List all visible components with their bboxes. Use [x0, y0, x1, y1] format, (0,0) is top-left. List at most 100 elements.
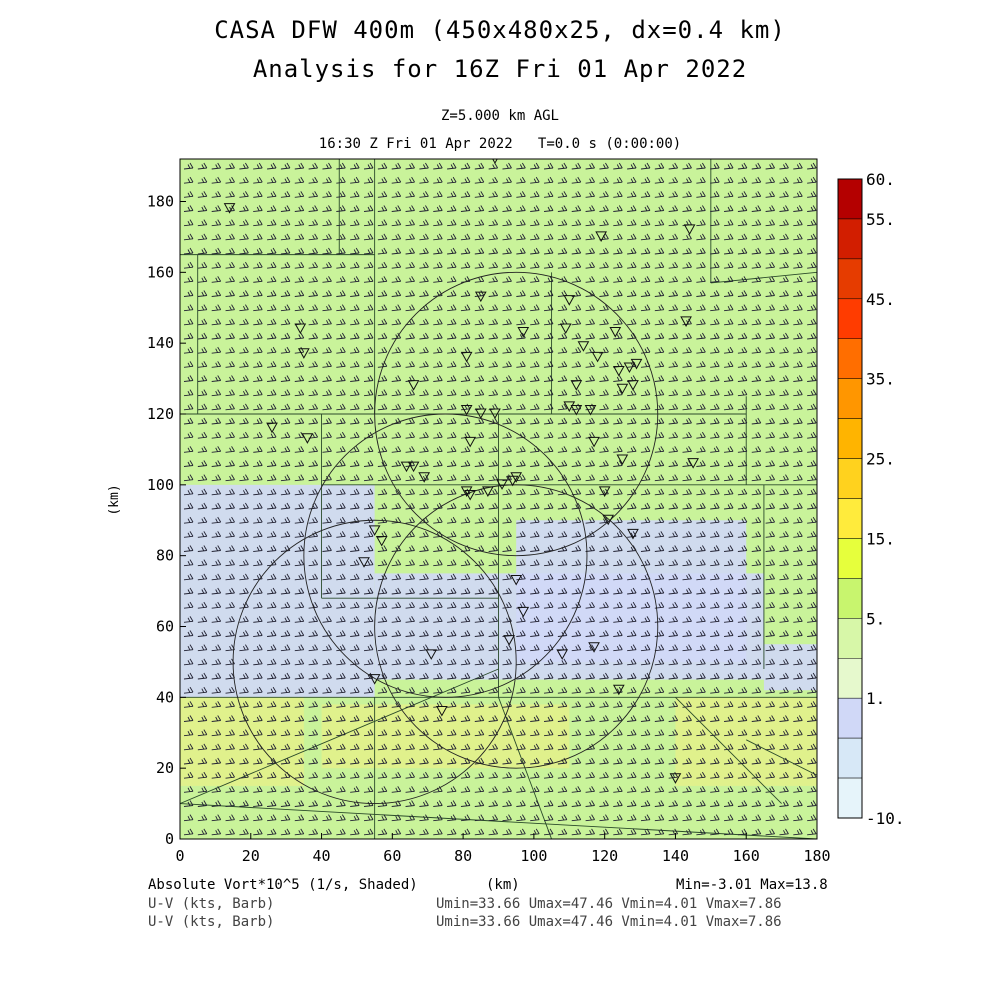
wind-barb: [751, 701, 762, 708]
wind-barb: [751, 672, 762, 680]
y-tick-label: 20: [156, 759, 174, 777]
wind-barb: [253, 290, 263, 297]
wind-barb: [322, 800, 332, 807]
station-marker: [407, 380, 420, 391]
wind-barb: [225, 346, 235, 354]
wind-barb: [363, 375, 374, 382]
wind-barb: [682, 644, 692, 652]
wind-barb: [696, 417, 706, 425]
wind-barb: [502, 644, 512, 652]
wind-barb: [488, 488, 499, 496]
wind-barb: [197, 729, 208, 737]
wind-barb: [267, 672, 277, 680]
wind-barb: [391, 460, 402, 467]
wind-barb: [336, 800, 346, 807]
wind-barb: [751, 559, 762, 567]
wind-barb: [599, 559, 609, 567]
wind-barb: [322, 431, 332, 439]
wind-barb: [336, 431, 346, 439]
wind-barb: [599, 247, 609, 255]
wind-barb: [571, 261, 582, 269]
wind-barb: [710, 757, 720, 765]
wind-barb: [460, 630, 471, 637]
wind-barb: [350, 276, 360, 283]
wind-barb: [751, 601, 762, 609]
wind-barb: [377, 672, 388, 680]
wind-barb: [197, 247, 208, 255]
y-tick-label: 100: [147, 476, 174, 494]
wind-barb: [807, 786, 817, 793]
wind-barb: [405, 672, 415, 680]
wind-barb: [793, 644, 803, 652]
wind-barb: [391, 743, 402, 751]
wind-barb: [363, 205, 374, 212]
wind-barb: [682, 446, 692, 453]
wind-barb: [336, 290, 346, 297]
wind-barb: [433, 276, 443, 283]
wind-barb: [737, 431, 748, 439]
station-marker: [570, 380, 583, 391]
wind-barb: [765, 828, 775, 836]
wind-barb: [253, 261, 263, 269]
wind-barb: [460, 771, 471, 779]
wind-barb: [405, 516, 415, 524]
wind-barb: [460, 304, 471, 312]
wind-barb: [724, 233, 734, 241]
wind-barb: [474, 261, 485, 269]
wind-barb: [488, 318, 499, 326]
wind-barb: [751, 488, 762, 496]
wind-barb: [350, 474, 360, 482]
wind-barb: [447, 261, 457, 269]
wind-barb: [696, 389, 706, 397]
colorbar-label: 60.: [866, 170, 895, 189]
wind-barb: [682, 800, 692, 807]
wind-barb: [294, 304, 305, 312]
wind-barb: [543, 332, 554, 340]
wind-barb: [765, 276, 775, 283]
wind-barb: [737, 771, 748, 779]
wind-barb: [640, 814, 651, 822]
wind-barb: [696, 701, 706, 708]
wind-barb: [530, 488, 540, 496]
wind-barb: [377, 417, 388, 425]
wind-barb: [433, 516, 443, 524]
wind-barb: [253, 516, 263, 524]
wind-barb: [585, 587, 595, 595]
wind-barb: [197, 389, 208, 397]
wind-barb: [294, 573, 305, 581]
wind-barb: [197, 828, 208, 836]
wind-barb: [308, 205, 319, 212]
wind-barb: [336, 403, 346, 411]
wind-barb: [640, 290, 651, 297]
wind-barb: [239, 743, 249, 751]
wind-barb: [724, 502, 734, 510]
colorbar-swatch: [837, 498, 863, 539]
wind-barb: [433, 545, 443, 552]
wind-barb: [543, 771, 554, 779]
wind-barb: [253, 757, 263, 765]
wind-barb: [585, 247, 595, 255]
wind-barb: [640, 545, 651, 552]
wind-barb: [211, 828, 222, 836]
wind-barb: [267, 630, 277, 637]
wind-barb: [294, 247, 305, 255]
station-marker: [510, 472, 523, 483]
wind-barb: [405, 488, 415, 496]
wind-barb: [377, 743, 388, 751]
wind-barb: [447, 672, 457, 680]
wind-barb: [391, 601, 402, 609]
wind-barb: [225, 800, 235, 807]
wind-barb: [377, 431, 388, 439]
wind-barb: [350, 318, 360, 326]
wind-barb: [793, 488, 803, 496]
wind-barb: [751, 176, 762, 184]
wind-barb: [793, 332, 803, 340]
wind-barb: [640, 587, 651, 595]
wind-barb: [447, 474, 457, 482]
wind-barb: [668, 828, 679, 836]
wind-barb: [474, 800, 485, 807]
wind-barb: [460, 729, 471, 737]
wind-barb: [779, 644, 789, 652]
wind-barb: [807, 502, 817, 510]
